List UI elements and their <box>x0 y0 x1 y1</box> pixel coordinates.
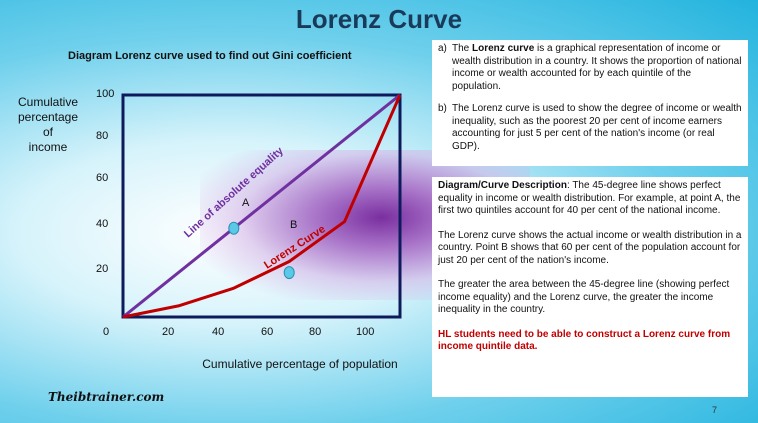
x-axis-label: Cumulative percentage of population <box>202 357 398 371</box>
x-tick-label: 0 <box>103 326 110 338</box>
y-axis-label-line: percentage <box>17 110 79 124</box>
list-item: b) The Lorenz curve is used to show the … <box>438 103 742 153</box>
y-axis-label-line: income <box>28 140 68 154</box>
text-fragment: : The 45-degree line shows perfect equal… <box>438 180 741 216</box>
text-fragment: The <box>452 43 473 54</box>
x-tick-label: 60 <box>261 326 274 338</box>
y-tick-label: 40 <box>96 218 109 230</box>
site-logo: Theibtrainer.com <box>48 390 165 404</box>
y-axis-label-line: of <box>42 125 53 139</box>
plot-frame <box>121 93 402 319</box>
description-box: Diagram/Curve Description: The 45-degree… <box>432 177 748 397</box>
bold-term: Lorenz curve <box>472 43 535 54</box>
y-tick-label: 60 <box>96 172 109 184</box>
point-b-label: B <box>290 219 297 231</box>
list-text: The Lorenz curve is a graphical represen… <box>452 43 742 93</box>
y-axis-label-line: Cumulative <box>17 95 79 109</box>
y-tick-label: 80 <box>96 130 109 142</box>
description-paragraph: Diagram/Curve Description: The 45-degree… <box>438 180 742 218</box>
description-paragraph: The greater the area between the 45-degr… <box>438 279 730 315</box>
definition-box: a) The Lorenz curve is a graphical repre… <box>432 40 748 166</box>
slide-title: Lorenz Curve <box>295 4 463 34</box>
x-tick-label: 100 <box>356 326 375 338</box>
y-tick-label: 100 <box>96 88 115 100</box>
list-marker: a) <box>438 43 447 54</box>
hl-note: HL students need to be able to construct… <box>438 328 731 353</box>
y-axis-label: Cumulative percentage of income <box>8 95 88 155</box>
list-text: The Lorenz curve is used to show the deg… <box>452 103 742 152</box>
list-item: a) The Lorenz curve is a graphical repre… <box>438 43 742 93</box>
lorenz-curve-line <box>122 94 402 319</box>
x-tick-label: 40 <box>212 326 225 338</box>
equality-line <box>122 93 401 319</box>
point-a-label: A <box>242 197 250 209</box>
description-heading: Diagram/Curve Description <box>438 180 567 191</box>
description-paragraph: The Lorenz curve shows the actual income… <box>438 229 742 266</box>
point-a-marker <box>228 221 240 235</box>
x-tick-label: 80 <box>309 326 322 338</box>
diagram-subtitle: Diagram Lorenz curve used to find out Gi… <box>68 50 352 62</box>
list-marker: b) <box>438 103 447 114</box>
x-tick-label: 20 <box>162 326 175 338</box>
text-fragment: is a graphical representation of income … <box>452 43 742 92</box>
point-b-marker <box>283 266 295 280</box>
page-number: 7 <box>712 405 718 415</box>
y-tick-label: 20 <box>96 263 109 275</box>
